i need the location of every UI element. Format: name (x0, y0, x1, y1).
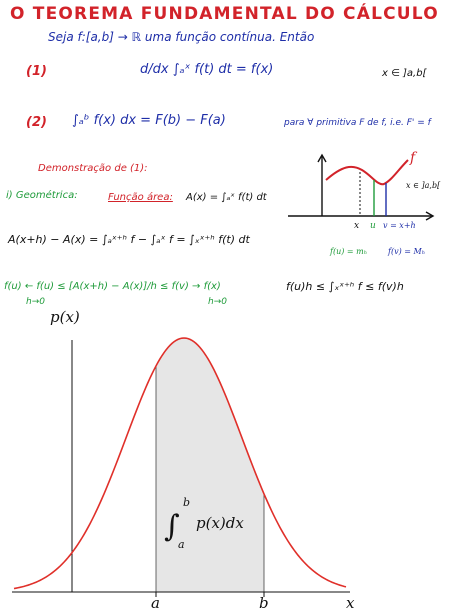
density-plot: p(x) x a b ∫ b a p(x)dx (12, 308, 355, 610)
mini-f-label: f (409, 150, 418, 166)
mini-max-label: f(v) = Mₕ (387, 247, 425, 256)
tick-b-label: b (259, 594, 269, 610)
limit-right-subscript: h→0 (208, 297, 227, 307)
mini-graph: f x ∈ ]a,b[ x u v = x+h f(u) = mₕ f(v) =… (288, 150, 441, 256)
difference-formula: A(x+h) − A(x) = ∫ₐˣ⁺ʰ f − ∫ₐˣ f = ∫ₓˣ⁺ʰ … (8, 233, 250, 246)
area-function-label: Função área: (108, 192, 173, 203)
area-function-formula: A(x) = ∫ₐˣ f(t) dt (186, 192, 267, 203)
mini-x-arrow (425, 211, 435, 221)
mini-curve (325, 159, 409, 186)
item1-domain: x ∈ ]a,b[ (382, 68, 427, 79)
item2-formula: ∫ₐᵇ f(x) dx = F(b) − F(a) (72, 113, 226, 128)
mini-u-tick: u (370, 221, 376, 231)
item2-number: (2) (26, 115, 47, 130)
mini-v-tick: v = x+h (383, 221, 416, 230)
item1-formula: d/dx ∫ₐˣ f(t) dt = f(x) (140, 62, 274, 77)
integral-lower-limit: a (178, 538, 185, 551)
item2-condition: para ∀ primitiva F de f, i.e. F' = f (284, 118, 431, 128)
y-axis-label: p(x) (50, 308, 80, 326)
limit-left-subscript: h→0 (26, 297, 45, 307)
bound-formula: f(u)h ≤ ∫ₓˣ⁺ʰ f ≤ f(v)h (286, 280, 404, 293)
mini-y-arrow (317, 153, 327, 163)
intro-sentence: Seja f:[a,b] → ℝ uma função contínua. En… (48, 30, 315, 44)
mini-domain-label: x ∈ ]a,b[ (406, 181, 441, 190)
shaded-area (155, 337, 265, 593)
tick-a-label: a (151, 594, 160, 610)
mini-min-label: f(u) = mₕ (329, 247, 367, 256)
integral-upper-limit: b (183, 496, 190, 509)
item1-number: (1) (26, 64, 47, 79)
proof-title: Demonstração de (1): (38, 163, 148, 174)
x-axis-label: x (346, 594, 355, 610)
density-curve (13, 337, 347, 590)
limit-formula: f(u) ← f(u) ≤ [A(x+h) − A(x)]/h ≤ f(v) →… (4, 281, 221, 292)
geometric-label: i) Geométrica: (6, 190, 78, 201)
notes-title: O TEOREMA FUNDAMENTAL DO CÁLCULO (10, 4, 439, 24)
integral-sign: ∫ (164, 509, 180, 544)
mini-x-tick: x (354, 221, 359, 231)
integral-integrand: p(x)dx (196, 514, 244, 532)
